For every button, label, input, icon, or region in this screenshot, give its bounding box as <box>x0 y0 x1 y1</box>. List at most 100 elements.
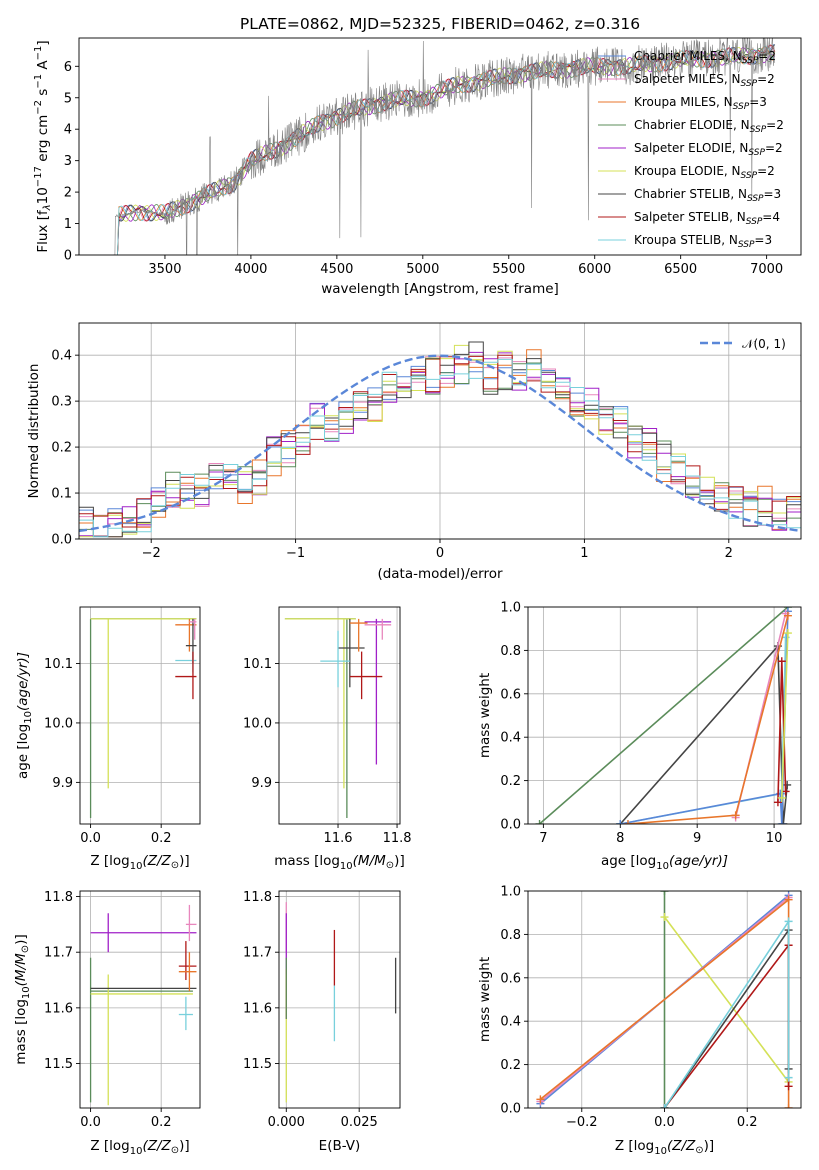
weight-z-ytick-label: 0.0 <box>500 1102 521 1117</box>
mass-z-ytick-label: 11.7 <box>44 946 73 961</box>
residuals-xtick-label: 2 <box>725 546 733 561</box>
weight-age-panel: 7 8 9 10 0.0 0.2 0.4 0.6 0.8 1.0 age [log10(age/yr… <box>477 601 802 872</box>
weight-age-xtick-label: 7 <box>539 831 547 846</box>
weight-z-xtick-label: 0.0 <box>654 1115 675 1130</box>
weight-age-xlabel: age [log10(age/yr)] <box>601 853 728 872</box>
age-mass-ytick-label: 10.0 <box>243 716 272 731</box>
weight-marker-kroupa_elodie <box>777 793 786 802</box>
weight-age-ytick-label: 0.6 <box>500 687 521 702</box>
residuals-ytick-label: 0.2 <box>51 441 72 456</box>
legend-entry-chabrier_elodie: Chabrier ELODIE, NSSP=2 <box>634 118 784 135</box>
residuals-ylabel: Normed distribution <box>26 364 42 499</box>
mass-ebv-ytick-label: 11.5 <box>243 1057 272 1072</box>
legend-entry-kroupa_elodie: Kroupa ELODIE, NSSP=2 <box>634 164 775 181</box>
mass-z-ytick-label: 11.8 <box>44 890 73 905</box>
weight-age-ytick-label: 0.2 <box>500 774 521 789</box>
legend-entry-salpeter_stelib: Salpeter STELIB, NSSP=4 <box>634 210 780 227</box>
histogram-kroupa_stelib <box>79 358 801 539</box>
spectrum-ytick-label: 5 <box>64 91 72 106</box>
age-mass-ytick-label: 9.9 <box>251 776 272 791</box>
weight-age-ytick-label: 0.8 <box>500 644 521 659</box>
mass-ebv-xlabel: E(B-V) <box>319 1138 361 1154</box>
mass-ebv-ytick-label: 11.7 <box>243 946 272 961</box>
mass-ebv-frame <box>278 890 401 1109</box>
weight-marker-kroupa_stelib <box>784 917 793 926</box>
spectrum-frame <box>78 37 802 256</box>
spectrum-xtick-label: 3500 <box>148 262 181 277</box>
spectrum-xtick-label: 5500 <box>492 262 525 277</box>
weight-marker-kroupa_stelib <box>784 1073 793 1082</box>
weight-marker-kroupa_miles <box>784 1104 793 1108</box>
weight-marker-kroupa_miles <box>623 820 632 824</box>
spectrum-xlabel: wavelength [Angstrom, rest frame] <box>321 281 559 297</box>
age-z-ylabel: age [log10(age/yr)] <box>15 652 34 779</box>
weight-marker-kroupa_elodie <box>660 913 669 922</box>
weight-age-ytick-label: 0.0 <box>500 818 521 833</box>
legend-entry-salpeter_elodie: Salpeter ELODIE, NSSP=2 <box>634 141 783 158</box>
weight-marker-chabrier_elodie <box>535 820 544 824</box>
residuals-xtick-label: −1 <box>286 546 305 561</box>
spectrum-xtick-label: 4500 <box>320 262 353 277</box>
weight-age-xtick-label: 10 <box>766 831 783 846</box>
weight-marker-chabrier_stelib <box>779 820 788 824</box>
weight-z-panel: −0.2 0.0 0.2 0.0 0.2 0.4 0.6 0.8 1.0 Z [log10(Z/Z… <box>477 885 802 1157</box>
mass-ebv-ytick-label: 11.8 <box>243 890 272 905</box>
residuals-xtick-label: 1 <box>580 546 588 561</box>
spectrum-xtick-label: 6000 <box>578 262 611 277</box>
spectrum-ytick-label: 6 <box>64 60 72 75</box>
weight-line-chabrier_stelib <box>619 644 788 824</box>
weight-marker-salpeter_stelib <box>784 1082 793 1091</box>
weight-z-ytick-label: 1.0 <box>500 885 521 900</box>
age-mass-panel: 11.6 11.8 9.9 10.0 10.1 mass [log10(M/M⊙)] <box>243 606 412 872</box>
weight-age-ytick-label: 0.4 <box>500 731 521 746</box>
weight-age-frame <box>527 606 802 825</box>
weight-z-xtick-label: 0.2 <box>737 1115 758 1130</box>
weight-line-kroupa_elodie <box>663 916 790 1083</box>
age-z-panel: 0.0 0.2 9.9 10.0 10.1 Z [log10(Z/Z⊙)] age [log… <box>15 606 201 872</box>
weight-z-xtick-label: −0.2 <box>566 1115 598 1130</box>
residuals-ytick-label: 0.0 <box>51 533 72 548</box>
mass-z-ytick-label: 11.5 <box>44 1057 73 1072</box>
weight-marker-kroupa_elodie <box>783 629 792 638</box>
residuals-xtick-label: −2 <box>142 546 161 561</box>
residuals-ytick-label: 0.1 <box>51 487 72 502</box>
residuals-xtick-label: 0 <box>436 546 444 561</box>
age-z-xtick-label: 0.0 <box>80 831 101 846</box>
weight-marker-kroupa_miles <box>731 811 740 820</box>
weight-line-kroupa_miles <box>627 615 789 824</box>
legend-entry-chabrier_miles: Chabrier MILES, NSSP=2 <box>634 49 776 66</box>
mass-ebv-panel: 0.000 0.025 11.5 11.6 11.7 11.8 E(B-V) <box>243 890 401 1154</box>
age-z-xlabel: Z [log10(Z/Z⊙)] <box>90 853 189 872</box>
legend-entry-kroupa_miles: Kroupa MILES, NSSP=3 <box>634 95 767 112</box>
age-mass-frame <box>278 606 401 825</box>
spectrum-xtick-label: 4000 <box>234 262 267 277</box>
age-z-ytick-label: 10.0 <box>44 716 73 731</box>
gaussian-curve <box>79 354 801 533</box>
weight-line-chabrier_miles <box>620 611 789 824</box>
spectrum-ytick-label: 4 <box>64 123 72 138</box>
age-mass-xlabel: mass [log10(M/M⊙)] <box>274 853 404 872</box>
weight-marker-chabrier_elodie <box>660 891 669 895</box>
residuals-panel: −2 −1 0 1 2 0.0 0.1 0.2 0.3 0.4 (data-model)/error… <box>26 322 802 582</box>
weight-z-xlabel: Z [log10(Z/Z⊙)] <box>615 1138 714 1157</box>
data-spectrum-line <box>113 38 776 255</box>
weight-marker-salpeter_stelib <box>781 787 790 796</box>
mass-ebv-ytick-label: 11.6 <box>243 1001 272 1016</box>
spectrum-xtick-label: 5000 <box>406 262 439 277</box>
mass-ebv-xtick-label: 0.000 <box>268 1115 305 1130</box>
age-z-frame <box>79 606 201 825</box>
weight-line-kroupa_elodie <box>781 632 789 799</box>
weight-age-xtick-label: 9 <box>693 831 701 846</box>
weight-marker-kroupa_miles <box>536 1095 545 1104</box>
age-mass-ytick-label: 10.1 <box>243 657 272 672</box>
weight-marker-salpeter_stelib <box>777 657 786 666</box>
mass-z-panel: 0.0 0.2 11.5 11.6 11.7 11.8 Z [log10(Z/Z⊙)] mas… <box>13 890 201 1157</box>
spectrum-ylabel: Flux [fλ10−17 erg cm−2 s−1 A−1] <box>33 40 53 252</box>
legend-entry-chabrier_stelib: Chabrier STELIB, NSSP=3 <box>634 187 781 204</box>
weight-marker-kroupa_stelib <box>660 1104 669 1108</box>
residuals-ytick-label: 0.3 <box>51 395 72 410</box>
weight-z-ytick-label: 0.4 <box>500 1015 521 1030</box>
legend-entry-gaussian: 𝒩(0, 1) <box>742 337 786 351</box>
mass-z-ytick-label: 11.6 <box>44 1001 73 1016</box>
